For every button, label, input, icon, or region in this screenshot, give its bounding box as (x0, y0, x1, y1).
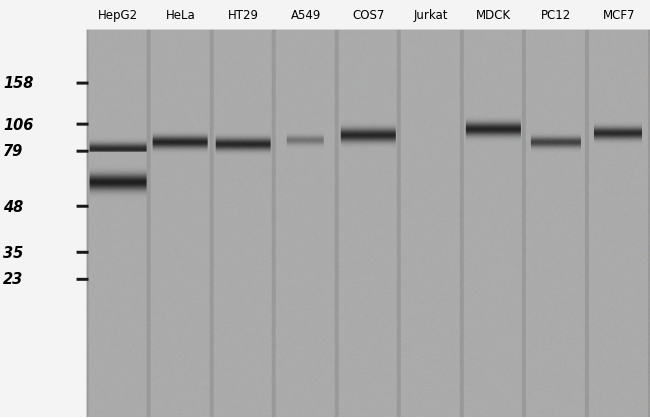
Text: 23: 23 (3, 273, 23, 288)
Text: COS7: COS7 (352, 9, 385, 22)
Text: PC12: PC12 (541, 9, 571, 22)
Text: A549: A549 (291, 9, 321, 22)
Text: Jurkat: Jurkat (414, 9, 448, 22)
Text: 48: 48 (3, 199, 23, 214)
Text: 106: 106 (3, 117, 33, 133)
Text: HT29: HT29 (228, 9, 259, 22)
Text: HeLa: HeLa (166, 9, 196, 22)
Text: 79: 79 (3, 145, 23, 160)
Text: 158: 158 (3, 76, 33, 92)
Text: HepG2: HepG2 (98, 9, 138, 22)
Text: 35: 35 (3, 245, 23, 260)
Text: MCF7: MCF7 (603, 9, 635, 22)
Text: MDCK: MDCK (476, 9, 511, 22)
